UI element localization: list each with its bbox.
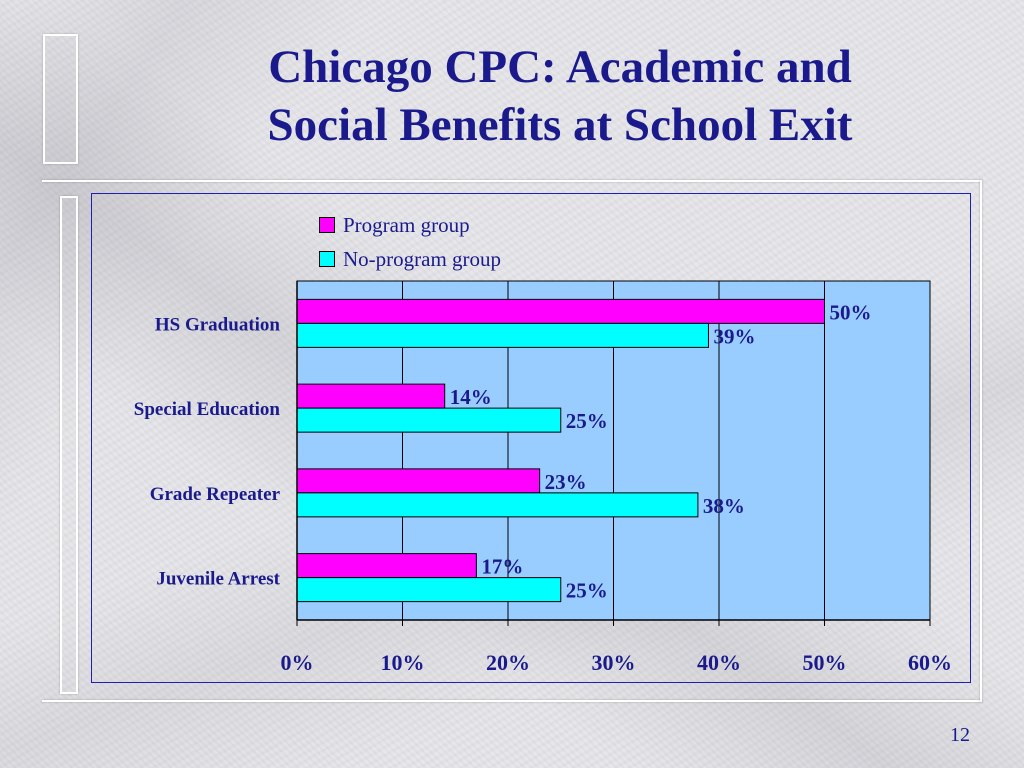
x-tick-label: 20% (486, 650, 530, 675)
bar-no-program (296, 577, 562, 603)
data-label-no-program: 39% (713, 324, 755, 348)
data-label-program: 14% (450, 385, 492, 409)
data-label-no-program: 25% (566, 579, 608, 603)
chart-container (91, 193, 971, 683)
decorative-rule-top (42, 180, 982, 182)
data-label-program: 17% (481, 555, 523, 579)
category-label: Juvenile Arrest (156, 569, 280, 590)
legend-item-no-program: No-program group (319, 242, 501, 276)
chart-legend: Program group No-program group (319, 208, 501, 276)
bar-no-program (296, 492, 699, 518)
x-tick-label: 10% (381, 650, 425, 675)
category-label: HS Graduation (155, 314, 281, 335)
slide-title-line-2: Social Benefits at School Exit (267, 99, 853, 151)
data-label-no-program: 25% (566, 409, 608, 433)
legend-label-program: Program group (343, 212, 470, 237)
x-tick-label: 0% (281, 650, 314, 675)
legend-item-program: Program group (319, 208, 501, 242)
bar-program (296, 468, 541, 494)
bar-program (296, 553, 477, 579)
decorative-frame-top (43, 34, 78, 164)
legend-swatch-no-program (319, 251, 335, 267)
x-tick-label: 30% (592, 650, 636, 675)
x-tick-label: 40% (697, 650, 741, 675)
slide-title-line-1: Chicago CPC: Academic and (268, 41, 852, 93)
bar-no-program (296, 407, 562, 433)
slide-title: Chicago CPC: Academic and Social Benefit… (80, 38, 1024, 154)
bar-program (296, 298, 825, 324)
x-tick-label: 60% (908, 650, 952, 675)
page-number: 12 (950, 724, 970, 746)
decorative-rule-right (980, 180, 982, 702)
bar-program (296, 383, 446, 409)
data-label-program: 50% (830, 300, 872, 324)
legend-swatch-program (319, 217, 335, 233)
x-tick-label: 50% (803, 650, 847, 675)
category-label: Special Education (134, 399, 281, 420)
data-label-program: 23% (545, 470, 587, 494)
data-label-no-program: 38% (703, 494, 745, 518)
decorative-rule-bottom (42, 700, 982, 702)
legend-label-no-program: No-program group (343, 246, 502, 271)
decorative-frame-left (60, 196, 78, 694)
category-label: Grade Repeater (150, 484, 281, 505)
bar-no-program (296, 322, 709, 348)
